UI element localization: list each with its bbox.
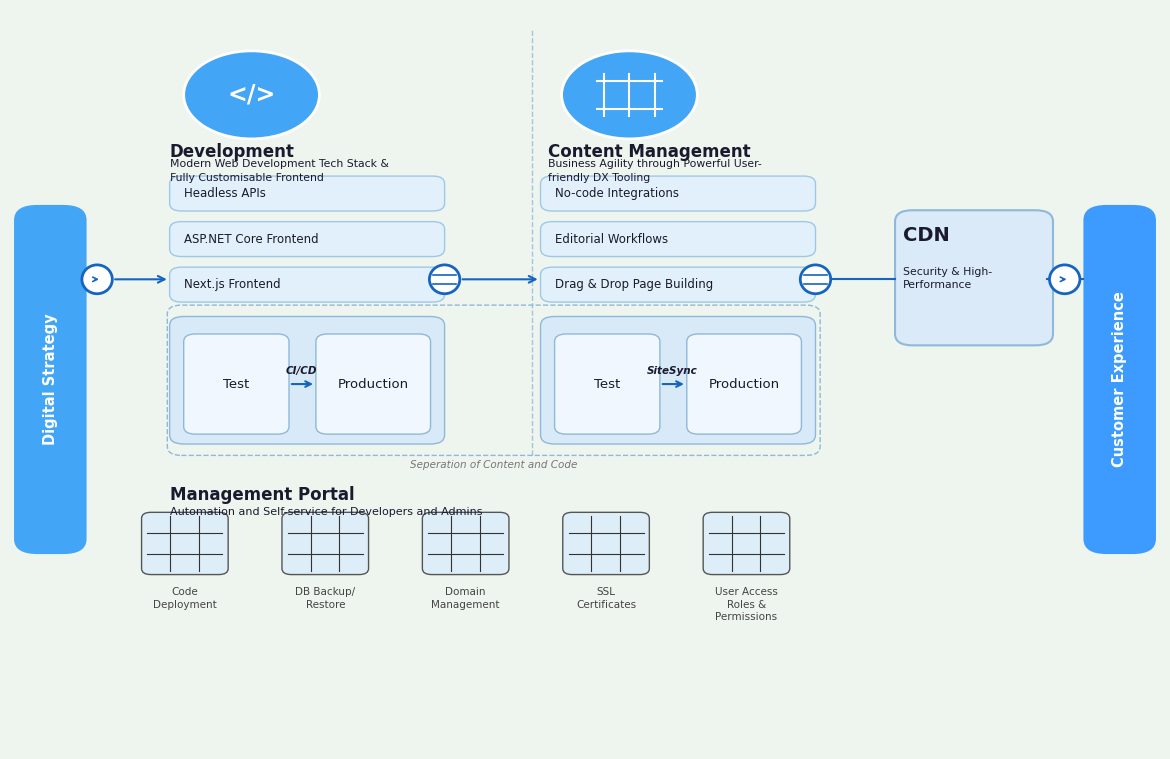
Text: Management Portal: Management Portal <box>170 486 355 504</box>
Text: SSL
Certificates: SSL Certificates <box>576 587 636 610</box>
FancyBboxPatch shape <box>1083 205 1156 554</box>
Text: Customer Experience: Customer Experience <box>1113 291 1127 468</box>
Text: Production: Production <box>338 377 408 391</box>
FancyBboxPatch shape <box>541 317 815 444</box>
Text: </>: </> <box>227 83 276 107</box>
Text: Test: Test <box>594 377 620 391</box>
FancyBboxPatch shape <box>563 512 649 575</box>
Text: Modern Web Development Tech Stack &
Fully Customisable Frontend: Modern Web Development Tech Stack & Full… <box>170 159 388 183</box>
Text: Seperation of Content and Code: Seperation of Content and Code <box>410 460 578 470</box>
Text: Code
Deployment: Code Deployment <box>153 587 216 610</box>
Text: Development: Development <box>170 143 295 161</box>
Text: Editorial Workflows: Editorial Workflows <box>555 232 668 246</box>
Text: Domain
Management: Domain Management <box>432 587 500 610</box>
FancyBboxPatch shape <box>282 512 369 575</box>
Text: Automation and Self-service for Developers and Admins: Automation and Self-service for Develope… <box>170 507 482 517</box>
FancyBboxPatch shape <box>422 512 509 575</box>
Text: Next.js Frontend: Next.js Frontend <box>184 278 281 291</box>
Text: CI/CD: CI/CD <box>285 366 317 376</box>
FancyBboxPatch shape <box>170 176 445 211</box>
Text: ASP.NET Core Frontend: ASP.NET Core Frontend <box>184 232 318 246</box>
Ellipse shape <box>800 265 831 294</box>
FancyBboxPatch shape <box>541 222 815 257</box>
Text: Headless APIs: Headless APIs <box>184 187 266 200</box>
FancyBboxPatch shape <box>170 222 445 257</box>
FancyBboxPatch shape <box>14 205 87 554</box>
Text: CDN: CDN <box>903 225 950 245</box>
FancyBboxPatch shape <box>316 334 431 434</box>
FancyBboxPatch shape <box>541 176 815 211</box>
Text: Drag & Drop Page Building: Drag & Drop Page Building <box>555 278 713 291</box>
FancyBboxPatch shape <box>170 317 445 444</box>
Ellipse shape <box>1049 265 1080 294</box>
FancyBboxPatch shape <box>184 334 289 434</box>
Text: Test: Test <box>223 377 249 391</box>
Ellipse shape <box>82 265 112 294</box>
Ellipse shape <box>429 265 460 294</box>
Text: SiteSync: SiteSync <box>647 366 697 376</box>
FancyBboxPatch shape <box>142 512 228 575</box>
FancyBboxPatch shape <box>170 267 445 302</box>
Text: Production: Production <box>709 377 779 391</box>
Text: DB Backup/
Restore: DB Backup/ Restore <box>295 587 356 610</box>
Text: User Access
Roles &
Permissions: User Access Roles & Permissions <box>715 587 778 622</box>
Text: Content Management: Content Management <box>548 143 750 161</box>
FancyBboxPatch shape <box>541 267 815 302</box>
FancyBboxPatch shape <box>703 512 790 575</box>
Text: Digital Strategy: Digital Strategy <box>43 313 57 446</box>
Circle shape <box>562 51 697 139</box>
FancyBboxPatch shape <box>687 334 801 434</box>
FancyBboxPatch shape <box>555 334 660 434</box>
Text: No-code Integrations: No-code Integrations <box>555 187 679 200</box>
Text: Security & High-
Performance: Security & High- Performance <box>903 267 992 291</box>
Circle shape <box>184 51 319 139</box>
FancyBboxPatch shape <box>895 210 1053 345</box>
Text: Business Agility through Powerful User-
friendly DX Tooling: Business Agility through Powerful User- … <box>548 159 762 183</box>
